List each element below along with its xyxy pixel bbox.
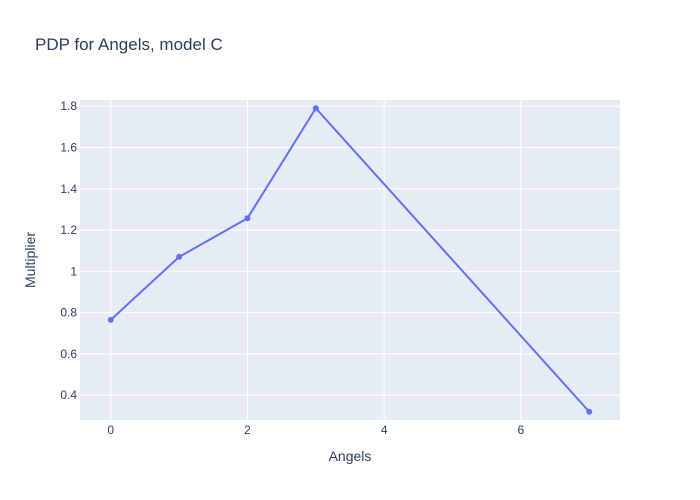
y-axis-title: Multiplier <box>22 232 38 288</box>
series-layer <box>107 105 593 415</box>
y-tick-label: 1.2 <box>60 223 77 237</box>
x-tick-label: 6 <box>518 423 525 437</box>
data-point[interactable] <box>176 253 183 260</box>
y-tick-label: 1.8 <box>60 99 77 113</box>
tick-layer: 0.4 0.6 0.8 1 1.2 1.4 1.6 1.8 0 2 4 6 <box>60 99 524 437</box>
y-tick-label: 1.6 <box>60 140 77 154</box>
data-point[interactable] <box>312 105 319 112</box>
data-point[interactable] <box>107 316 114 323</box>
y-tick-label: 0.8 <box>60 306 77 320</box>
grid-layer <box>80 100 620 420</box>
y-tick-label: 1 <box>70 264 77 278</box>
x-tick-label: 2 <box>244 423 251 437</box>
data-point[interactable] <box>244 215 251 222</box>
y-tick-label: 1.4 <box>60 182 77 196</box>
x-tick-label: 4 <box>381 423 388 437</box>
y-tick-label: 0.4 <box>60 388 77 402</box>
chart-title: PDP for Angels, model C <box>35 35 223 54</box>
plot-background <box>80 100 620 420</box>
x-axis-title: Angels <box>329 448 372 464</box>
data-point[interactable] <box>586 408 593 415</box>
y-tick-label: 0.6 <box>60 347 77 361</box>
x-tick-label: 0 <box>107 423 114 437</box>
